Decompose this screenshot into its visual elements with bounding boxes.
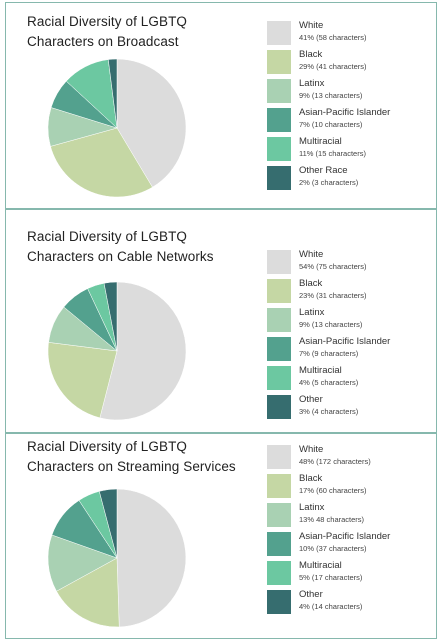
broadcast-title: Racial Diversity of LGBTQ Characters on …	[27, 12, 257, 52]
cable-panel: Racial Diversity of LGBTQ Characters on …	[5, 209, 437, 433]
legend-label: Latinx	[299, 502, 325, 513]
legend-value: 41% (58 characters)	[299, 33, 367, 42]
legend-swatch-white	[267, 21, 291, 45]
legend-swatch-multiracial	[267, 561, 291, 585]
pie-slice-white	[116, 488, 187, 628]
legend-value: 13% 48 characters)	[299, 515, 365, 524]
legend-item-latinx: Latinx 9% (13 characters)	[267, 307, 437, 332]
legend-value: 9% (13 characters)	[299, 320, 363, 329]
pie-slice-other-race	[107, 58, 118, 129]
legend-label: Black	[299, 473, 323, 484]
legend-value: 2% (3 characters)	[299, 178, 359, 187]
pie-slice-black	[47, 342, 118, 419]
legend-item-multiracial: Multiracial 11% (15 characters)	[267, 136, 437, 161]
legend-value: 48% (172 characters)	[299, 457, 371, 466]
broadcast-title-line-2: Characters on Broadcast	[27, 34, 179, 49]
legend-value: 23% (31 characters)	[299, 291, 367, 300]
legend-swatch-white	[267, 445, 291, 469]
broadcast-panel: Racial Diversity of LGBTQ Characters on …	[5, 2, 437, 209]
legend-label: Black	[299, 278, 323, 289]
legend-value: 29% (41 characters)	[299, 62, 367, 71]
legend-label: Multiracial	[299, 560, 342, 571]
legend-label: Asian-Pacific Islander	[299, 107, 391, 118]
legend-label: Other Race	[299, 165, 348, 176]
legend-label: Asian-Pacific Islander	[299, 336, 391, 347]
legend-item-multiracial: Multiracial 5% (17 characters)	[267, 560, 437, 585]
legend-item-multiracial: Multiracial 4% (5 characters)	[267, 365, 437, 390]
legend-swatch-other	[267, 395, 291, 419]
legend-swatch-asian-pacific-islander	[267, 532, 291, 556]
broadcast-pie-chart	[47, 58, 187, 198]
legend-label: Other	[299, 589, 323, 600]
legend-item-other-race: Other Race 2% (3 characters)	[267, 165, 437, 190]
legend-label: Asian-Pacific Islander	[299, 531, 391, 542]
legend-value: 11% (15 characters)	[299, 149, 366, 158]
legend-item-other: Other 4% (14 characters)	[267, 589, 437, 614]
legend-item-latinx: Latinx 9% (13 characters)	[267, 78, 437, 103]
pie-slice-black	[56, 557, 120, 628]
streaming-panel: Racial Diversity of LGBTQ Characters on …	[5, 433, 437, 639]
legend-swatch-black	[267, 279, 291, 303]
legend-item-white: White 54% (75 characters)	[267, 249, 437, 274]
streaming-pie-chart	[47, 488, 187, 628]
legend-value: 17% (60 characters)	[299, 486, 367, 495]
legend-item-black: Black 23% (31 characters)	[267, 278, 437, 303]
legend-swatch-black	[267, 474, 291, 498]
legend-swatch-multiracial	[267, 366, 291, 390]
legend-label: Latinx	[299, 78, 325, 89]
legend-value: 4% (5 characters)	[299, 378, 359, 387]
legend-label: Multiracial	[299, 365, 342, 376]
pie-slice-white	[99, 281, 187, 421]
streaming-title-line-2: Characters on Streaming Services	[27, 459, 236, 474]
legend-swatch-latinx	[267, 308, 291, 332]
legend-value: 7% (9 characters)	[299, 349, 359, 358]
legend-label: White	[299, 444, 324, 455]
legend-value: 54% (75 characters)	[299, 262, 367, 271]
legend-label: White	[299, 20, 324, 31]
legend-label: Latinx	[299, 307, 325, 318]
pie-slice-white	[116, 58, 187, 188]
legend-value: 3% (4 characters)	[299, 407, 359, 416]
legend-label: Multiracial	[299, 136, 342, 147]
pie-slice-other	[103, 281, 118, 352]
legend-swatch-black	[267, 50, 291, 74]
legend-swatch-other	[267, 590, 291, 614]
legend-swatch-asian-pacific-islander	[267, 337, 291, 361]
legend-swatch-latinx	[267, 503, 291, 527]
legend-item-black: Black 29% (41 characters)	[267, 49, 437, 74]
pie-slice-latinx	[47, 534, 118, 592]
legend-value: 10% (37 characters)	[299, 544, 367, 553]
streaming-title: Racial Diversity of LGBTQ Characters on …	[27, 437, 257, 477]
legend-item-asian-pacific-islander: Asian-Pacific Islander 7% (10 characters)	[267, 107, 437, 132]
pie-slice-other	[99, 488, 118, 559]
legend-item-other: Other 3% (4 characters)	[267, 394, 437, 419]
legend-item-asian-pacific-islander: Asian-Pacific Islander 7% (9 characters)	[267, 336, 437, 361]
legend-item-black: Black 17% (60 characters)	[267, 473, 437, 498]
legend-item-asian-pacific-islander: Asian-Pacific Islander 10% (37 characters…	[267, 531, 437, 556]
legend-label: Black	[299, 49, 323, 60]
legend-value: 5% (17 characters)	[299, 573, 363, 582]
legend-swatch-white	[267, 250, 291, 274]
legend-value: 9% (13 characters)	[299, 91, 363, 100]
cable-pie-chart	[47, 281, 187, 421]
legend-item-white: White 41% (58 characters)	[267, 20, 437, 45]
legend-value: 4% (14 characters)	[299, 602, 363, 611]
legend-item-white: White 48% (172 characters)	[267, 444, 437, 469]
streaming-title-line-1: Racial Diversity of LGBTQ	[27, 439, 188, 454]
legend-value: 7% (10 characters)	[299, 120, 363, 129]
cable-title-line-2: Characters on Cable Networks	[27, 249, 214, 264]
legend-swatch-asian-pacific-islander	[267, 108, 291, 132]
cable-title-line-1: Racial Diversity of LGBTQ	[27, 229, 188, 244]
pie-slice-black	[50, 127, 153, 198]
broadcast-title-line-1: Racial Diversity of LGBTQ	[27, 14, 188, 29]
legend-swatch-latinx	[267, 79, 291, 103]
legend-label: Other	[299, 394, 323, 405]
legend-label: White	[299, 249, 324, 260]
legend-swatch-multiracial	[267, 137, 291, 161]
legend-swatch-other-race	[267, 166, 291, 190]
cable-title: Racial Diversity of LGBTQ Characters on …	[27, 227, 257, 267]
legend-item-latinx: Latinx 13% 48 characters)	[267, 502, 437, 527]
